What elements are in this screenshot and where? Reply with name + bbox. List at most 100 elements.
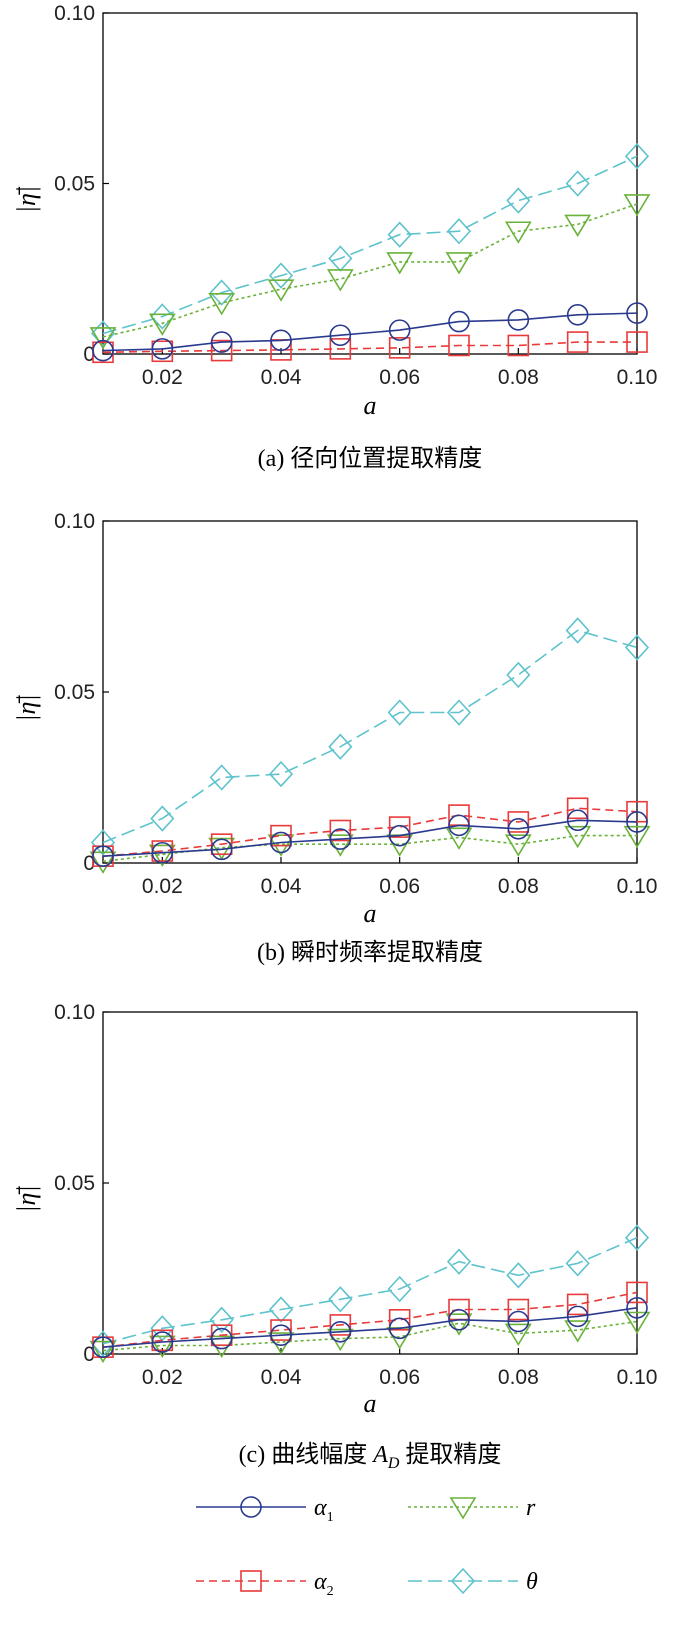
y-tick-label: 0.10 xyxy=(54,2,95,25)
data-point-r xyxy=(504,221,532,244)
x-tick-label: 0.10 xyxy=(617,366,658,389)
data-point-r xyxy=(326,269,354,292)
data-point-theta xyxy=(268,760,294,788)
x-tick-label: 0.04 xyxy=(261,1366,302,1389)
data-point-alpha2 xyxy=(388,816,411,838)
data-point-r xyxy=(89,1340,117,1364)
data-point-alpha1 xyxy=(270,329,292,352)
x-tick-label: 0.04 xyxy=(261,875,302,898)
data-point-theta xyxy=(624,1224,650,1251)
data-point-alpha1 xyxy=(210,331,233,353)
data-point-alpha2 xyxy=(270,1319,292,1341)
data-point-alpha1 xyxy=(388,1317,411,1340)
x-tick-label: 0.10 xyxy=(617,1366,658,1389)
series-line-r xyxy=(102,834,637,863)
series-line-theta xyxy=(102,155,638,335)
legend-marker xyxy=(449,1497,477,1520)
y-tick-label: 0.05 xyxy=(54,1172,95,1195)
series-r xyxy=(89,194,651,350)
series-line-alpha2 xyxy=(102,341,637,354)
data-point-alpha1 xyxy=(566,303,589,326)
data-point-alpha2 xyxy=(626,331,648,353)
data-point-alpha1 xyxy=(448,1309,470,1331)
data-point-r xyxy=(445,252,473,275)
data-point-r xyxy=(89,327,117,350)
x-tick-label: 0.04 xyxy=(261,366,302,389)
series-line-r xyxy=(102,203,638,338)
data-point-r xyxy=(208,293,236,316)
x-tick-label: 0.06 xyxy=(379,1366,420,1389)
data-point-alpha1 xyxy=(626,1297,648,1319)
data-point-r xyxy=(623,1311,651,1335)
chart-panel-2: 0 0.05 0.10 0.02 0.04 0.06 0.08 0.10 |η̄| a (b) 瞬时… xyxy=(12,510,657,966)
data-point-r xyxy=(564,825,592,849)
data-point-theta xyxy=(624,634,650,661)
data-point-alpha1 xyxy=(566,809,589,832)
data-point-r xyxy=(326,834,354,857)
data-point-alpha1 xyxy=(270,831,292,854)
series-line-alpha1 xyxy=(102,1307,638,1348)
series-theta xyxy=(90,617,650,856)
data-point-alpha1 xyxy=(388,824,411,847)
data-point-alpha1 xyxy=(507,1310,530,1333)
data-point-theta xyxy=(268,262,294,289)
data-point-alpha1 xyxy=(507,817,530,840)
data-point-alpha1 xyxy=(388,319,411,341)
y-tick-label: 0.10 xyxy=(54,1001,95,1024)
data-point-alpha2 xyxy=(329,338,352,360)
legend-item-alpha2: α2 xyxy=(196,1569,334,1599)
data-point-r xyxy=(445,827,473,850)
data-point-alpha1 xyxy=(626,302,648,324)
x-tick-label: 0.06 xyxy=(379,366,420,389)
data-point-r xyxy=(504,1323,532,1347)
data-point-alpha1 xyxy=(151,841,174,864)
series-theta xyxy=(90,1224,650,1357)
data-point-alpha1 xyxy=(210,838,233,861)
data-point-theta xyxy=(150,303,175,330)
data-point-theta xyxy=(387,1275,412,1303)
data-point-alpha2 xyxy=(566,797,589,820)
data-point-theta xyxy=(565,617,590,644)
y-axis-label: |η̄| xyxy=(12,186,41,213)
data-point-alpha1 xyxy=(329,1320,352,1343)
y-tick-label: 0.05 xyxy=(54,173,95,196)
x-axis-label: a xyxy=(364,899,377,928)
data-point-alpha2 xyxy=(388,337,411,359)
series-line-alpha1 xyxy=(102,312,638,352)
data-point-theta xyxy=(446,1248,472,1275)
data-point-alpha1 xyxy=(210,1327,233,1350)
series-line-theta xyxy=(102,1236,638,1345)
data-point-r xyxy=(623,825,651,849)
data-point-alpha1 xyxy=(151,338,174,360)
legend-marker xyxy=(240,1496,262,1518)
series-alpha1 xyxy=(92,302,648,362)
data-point-theta xyxy=(209,1306,234,1333)
data-point-alpha1 xyxy=(151,1331,174,1353)
chart-panel-3: 0 0.05 0.10 0.02 0.04 0.06 0.08 0.10 |η̄| a (c) 曲线… xyxy=(12,1001,657,1472)
legend-marker xyxy=(240,1570,262,1592)
data-point-alpha2 xyxy=(507,334,530,357)
legend-label: α2 xyxy=(314,1569,334,1599)
data-point-alpha2 xyxy=(270,824,292,847)
data-point-alpha2 xyxy=(507,811,530,833)
data-point-r xyxy=(267,279,295,302)
data-point-theta xyxy=(150,805,175,832)
data-point-theta xyxy=(328,1286,353,1313)
panel-caption: (a) 径向位置提取精度 xyxy=(258,445,483,472)
data-point-theta xyxy=(446,218,472,245)
data-point-alpha1 xyxy=(270,1324,292,1346)
data-point-alpha2 xyxy=(448,334,470,357)
panel-caption: (b) 瞬时频率提取精度 xyxy=(257,939,483,966)
data-point-alpha2 xyxy=(626,1281,648,1304)
data-point-alpha1 xyxy=(626,811,648,833)
data-point-alpha1 xyxy=(329,324,352,347)
data-point-alpha2 xyxy=(210,833,233,855)
legend-item-alpha1: α1 xyxy=(196,1495,334,1525)
panel-caption: (c) 曲线幅度 AD 提取精度 xyxy=(239,1441,502,1472)
x-tick-label: 0.08 xyxy=(498,366,539,389)
data-point-r xyxy=(564,1320,592,1343)
data-point-alpha2 xyxy=(210,339,233,362)
data-point-r xyxy=(504,834,532,857)
data-point-alpha1 xyxy=(507,309,530,331)
series-alpha1 xyxy=(92,1297,648,1358)
